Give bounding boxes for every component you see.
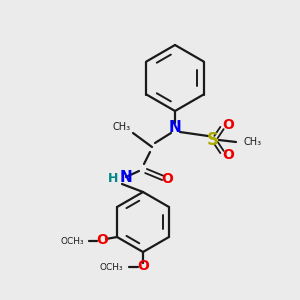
Text: O: O bbox=[222, 118, 234, 132]
Text: O: O bbox=[222, 148, 234, 162]
Text: O: O bbox=[96, 233, 108, 247]
Text: OCH₃: OCH₃ bbox=[60, 236, 84, 245]
Text: S: S bbox=[207, 131, 219, 149]
Text: OCH₃: OCH₃ bbox=[99, 262, 123, 272]
Text: N: N bbox=[169, 121, 182, 136]
Text: O: O bbox=[137, 259, 149, 273]
Text: O: O bbox=[161, 172, 173, 186]
Text: CH₃: CH₃ bbox=[244, 137, 262, 147]
Text: H: H bbox=[108, 172, 118, 184]
Text: N: N bbox=[120, 170, 133, 185]
Text: CH₃: CH₃ bbox=[113, 122, 131, 132]
